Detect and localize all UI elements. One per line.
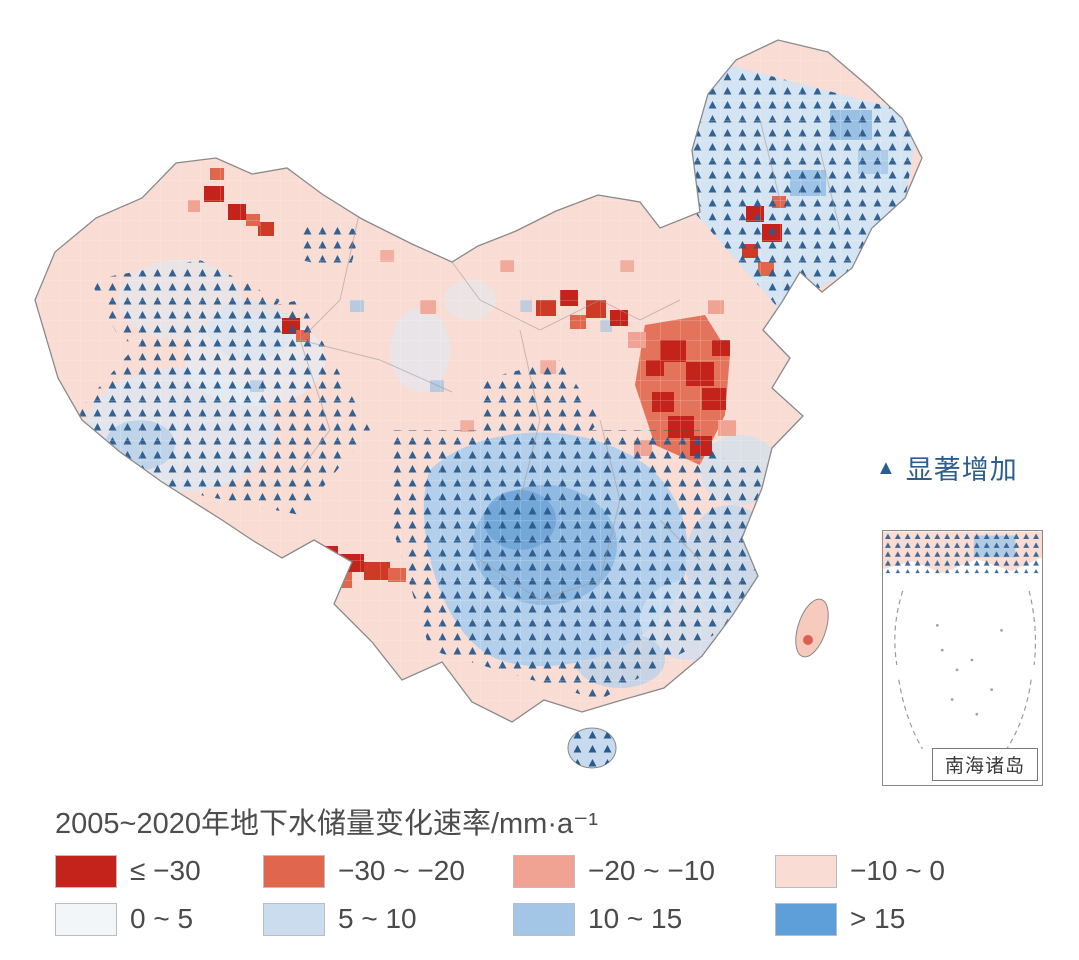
inset-label: 南海诸岛 (931, 748, 1038, 781)
legend-swatch (55, 854, 117, 888)
legend-label: −20 ~ −10 (588, 855, 715, 886)
legend-swatch (513, 854, 575, 888)
province-borders (299, 119, 841, 601)
legend-label: > 15 (850, 903, 906, 934)
significant-increase-label: 显著增加 (905, 455, 1018, 485)
legend-label: 5 ~ 10 (338, 903, 417, 934)
legend-item: > 15 (775, 900, 1055, 938)
island-dots (935, 624, 1003, 716)
significant-increase-legend: ▲ 显著增加 (876, 448, 1018, 487)
south-china-sea-inset: 南海诸岛 (882, 530, 1043, 786)
legend-item: 0 ~ 5 (55, 900, 263, 938)
map-title: 2005~2020年地下水储量变化速率/mm·a⁻¹ (55, 808, 599, 840)
hainan-island (567, 727, 617, 769)
legend-swatch (775, 854, 837, 888)
map-fill-regions (35, 40, 922, 722)
legend-swatch (263, 854, 325, 888)
triangle-marker-icon: ▲ (876, 456, 896, 479)
legend-swatch (55, 902, 117, 936)
legend-label: −30 ~ −20 (338, 855, 465, 886)
legend-label: ≤ −30 (130, 855, 201, 886)
legend-swatch (263, 902, 325, 936)
legend-swatch (775, 902, 837, 936)
legend: ≤ −30 −30 ~ −20 −20 ~ −10 −10 ~ 0 0 ~ 5 … (55, 852, 1055, 938)
legend-item: −10 ~ 0 (775, 852, 1055, 890)
legend-item: −20 ~ −10 (513, 852, 775, 890)
south-china-sea-map (883, 531, 1042, 778)
legend-item: 10 ~ 15 (513, 900, 775, 938)
legend-item: −30 ~ −20 (263, 852, 513, 890)
legend-item: ≤ −30 (55, 852, 263, 890)
taiwan-island (795, 598, 829, 658)
legend-label: −10 ~ 0 (850, 855, 945, 886)
legend-label: 0 ~ 5 (130, 903, 194, 934)
legend-item: 5 ~ 10 (263, 900, 513, 938)
legend-label: 10 ~ 15 (588, 903, 683, 934)
china-map (34, 39, 923, 769)
legend-swatch (513, 902, 575, 936)
